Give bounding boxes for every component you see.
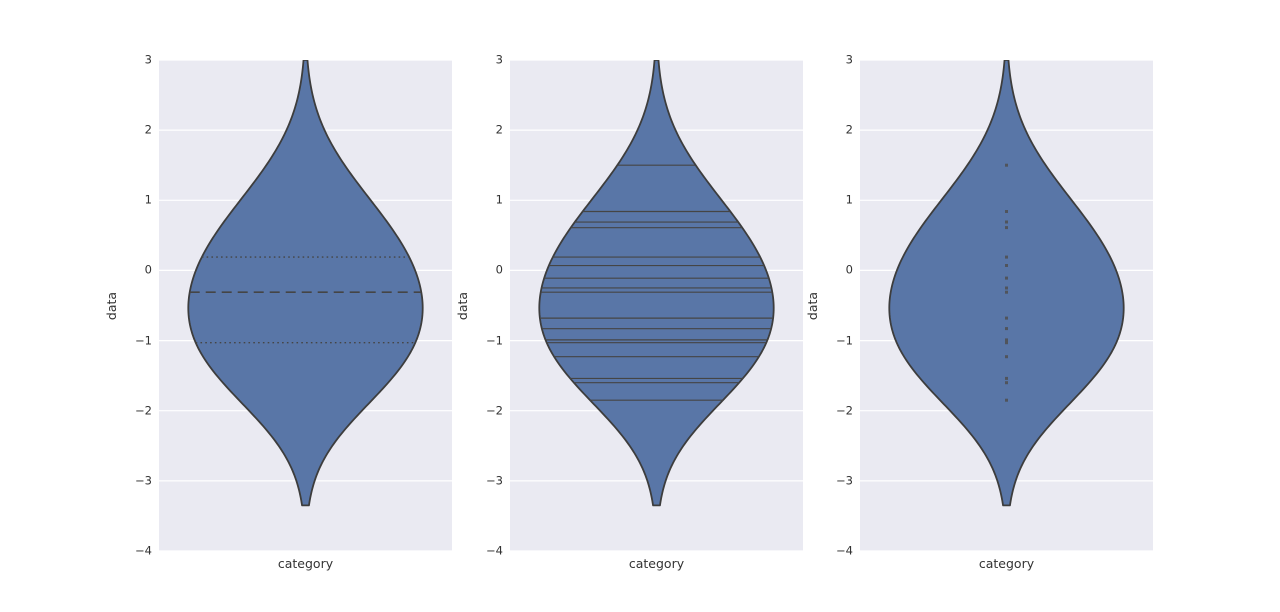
violin-body: [187, 60, 424, 507]
y-tick-label: −2: [486, 402, 503, 417]
y-tick-label: 1: [495, 192, 503, 207]
y-tick-label: −4: [486, 543, 503, 558]
observation-point: [1005, 341, 1008, 345]
y-tick-label: 0: [845, 262, 853, 277]
y-tick-label: −3: [135, 473, 152, 488]
y-tick-label: −1: [836, 332, 853, 347]
y-tick-label: 0: [144, 262, 152, 277]
violin-body: [888, 60, 1125, 507]
observation-point: [1005, 327, 1008, 331]
y-tick-label: −2: [135, 402, 152, 417]
observation-point: [1005, 381, 1008, 385]
y-tick-label: 2: [845, 122, 853, 137]
observation-point: [1005, 316, 1008, 320]
observation-point: [1005, 210, 1008, 213]
y-tick-label: −4: [135, 543, 152, 558]
observation-point: [1005, 264, 1008, 267]
observation-point: [1005, 255, 1008, 259]
plot-area-point: [860, 60, 1153, 551]
y-tick-label: 0: [495, 262, 503, 277]
observation-point: [1005, 286, 1008, 290]
y-tick-label: 3: [144, 52, 152, 67]
y-tick-label: −2: [836, 402, 853, 417]
y-axis-label: data: [455, 291, 470, 320]
y-tick-label: 2: [495, 122, 503, 137]
y-tick-label: −1: [135, 332, 152, 347]
observation-point: [1005, 163, 1008, 167]
observation-point: [1005, 376, 1008, 380]
observation-point: [1005, 220, 1008, 224]
violin-subplot-stick: 3 2 1 0 −1 −2 −3 −4 data category: [455, 54, 803, 571]
y-tick-label: −3: [486, 473, 503, 488]
x-axis-label: category: [277, 556, 334, 571]
y-tick-label: 3: [495, 52, 503, 67]
observation-point: [1005, 398, 1008, 402]
y-axis-label: data: [805, 291, 820, 320]
observation-point: [1005, 290, 1008, 294]
observation-point: [1005, 226, 1008, 230]
y-tick-label: 1: [845, 192, 853, 207]
y-tick-label: 1: [144, 192, 152, 207]
plot-area-quartile: [159, 60, 452, 551]
plot-area-stick: [510, 60, 803, 551]
y-axis-label: data: [104, 291, 119, 320]
observation-point: [1005, 355, 1008, 359]
violin-subplot-point: 3 2 1 0 −1 −2 −3 −4 data category: [805, 54, 1153, 571]
y-tick-label: −3: [836, 473, 853, 488]
y-tick-label: 2: [144, 122, 152, 137]
y-tick-label: −1: [486, 332, 503, 347]
violin-body: [538, 60, 775, 507]
x-axis-label: category: [628, 556, 685, 571]
observation-point: [1005, 276, 1008, 280]
observation-point: [1005, 338, 1008, 342]
violin-subplot-quartile: 3 2 1 0 −1 −2 −3 −4 data category: [104, 54, 452, 571]
y-tick-label: 3: [845, 52, 853, 67]
x-axis-label: category: [978, 556, 1035, 571]
y-tick-label: −4: [836, 543, 853, 558]
